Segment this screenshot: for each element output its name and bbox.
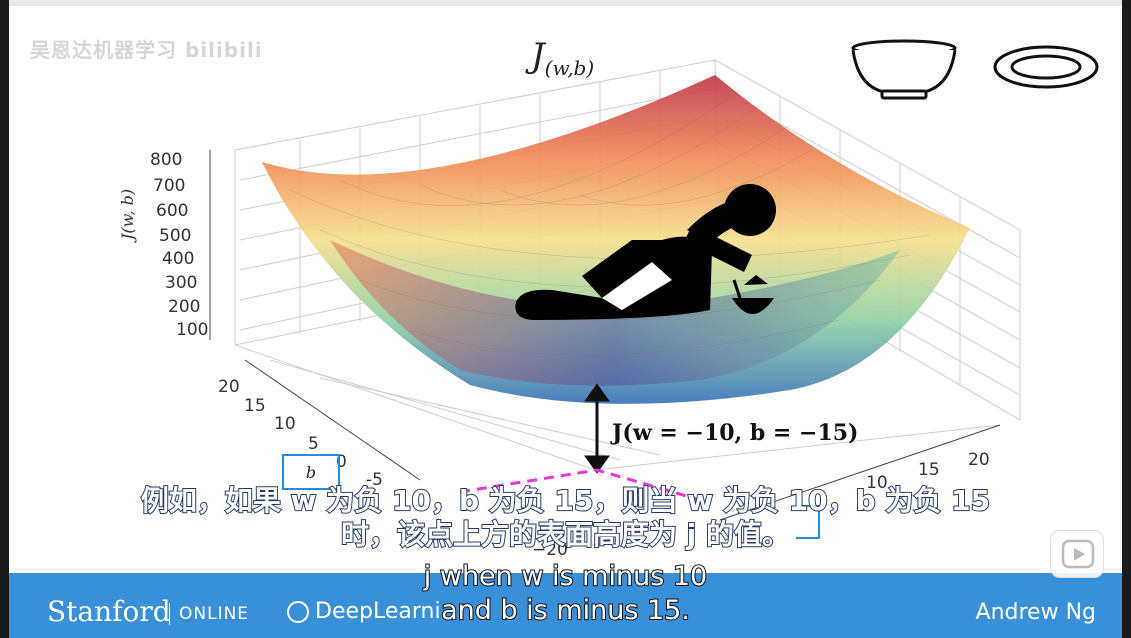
b-axis-label: b	[305, 462, 317, 482]
play-button[interactable]	[1050, 530, 1104, 578]
plate-icon	[993, 45, 1099, 89]
z-tick: 100	[176, 320, 209, 340]
w-tick: 15	[918, 460, 940, 480]
z-tick: 600	[156, 201, 189, 221]
b-tick: -5	[366, 470, 383, 490]
title-main: J	[531, 36, 545, 76]
b-tick: 15	[244, 396, 266, 416]
watermark: 吴恩达机器学习 bilibili	[30, 38, 263, 62]
b-axis-label-box: b	[282, 454, 340, 490]
deeplearning-text: DeepLearni	[315, 599, 441, 624]
z-tick: 700	[153, 176, 186, 196]
w-tick: 10	[866, 473, 888, 493]
z-tick: 200	[168, 297, 201, 317]
relaxing-person-icon	[515, 184, 776, 320]
b-tick: 0	[336, 452, 347, 472]
z-axis-label: J(w, b)	[118, 188, 137, 240]
z-tick: 800	[150, 150, 183, 170]
z-tick: 400	[162, 249, 195, 269]
w-axis-label-box	[796, 505, 820, 539]
title-sub: (w,b)	[544, 55, 595, 80]
z-tick: 300	[165, 273, 198, 293]
point-annotation: J(w = −10, b = −15)	[612, 420, 859, 446]
stanford-logo: Stanford	[47, 595, 171, 628]
footer-divider	[169, 603, 170, 625]
play-icon	[1061, 539, 1095, 569]
height-arrow	[584, 383, 610, 474]
subtitle-cn-line1: 例如，如果 w 为负 10，b 为负 15，则当 w 为负 10，b 为负 15	[140, 483, 991, 518]
right-border	[1122, 0, 1131, 638]
subtitle-en-line2: and b is minus 15.	[440, 594, 691, 627]
plot-title: J(w,b)	[531, 36, 594, 80]
b-tick: 5	[308, 434, 319, 454]
left-border	[0, 0, 9, 638]
b-tick: 20	[218, 377, 240, 397]
b-tick: 10	[274, 414, 296, 434]
top-bar	[0, 0, 1131, 6]
subtitle-en-line1: j when w is minus 10	[423, 560, 708, 593]
bowl-icon	[851, 39, 957, 100]
instructor-name: Andrew Ng	[975, 600, 1096, 625]
w-tick-neg: −20	[532, 540, 568, 560]
subtitle-cn-line2: 时，该点上方的表面高度为 j 的值。	[340, 517, 791, 552]
footer-bar: Stanford ONLINE DeepLearni Andrew Ng	[9, 573, 1122, 638]
deeplearning-logo-icon	[287, 601, 309, 623]
online-label: ONLINE	[179, 604, 250, 624]
w-tick: 20	[968, 450, 990, 470]
z-tick: 500	[159, 226, 192, 246]
